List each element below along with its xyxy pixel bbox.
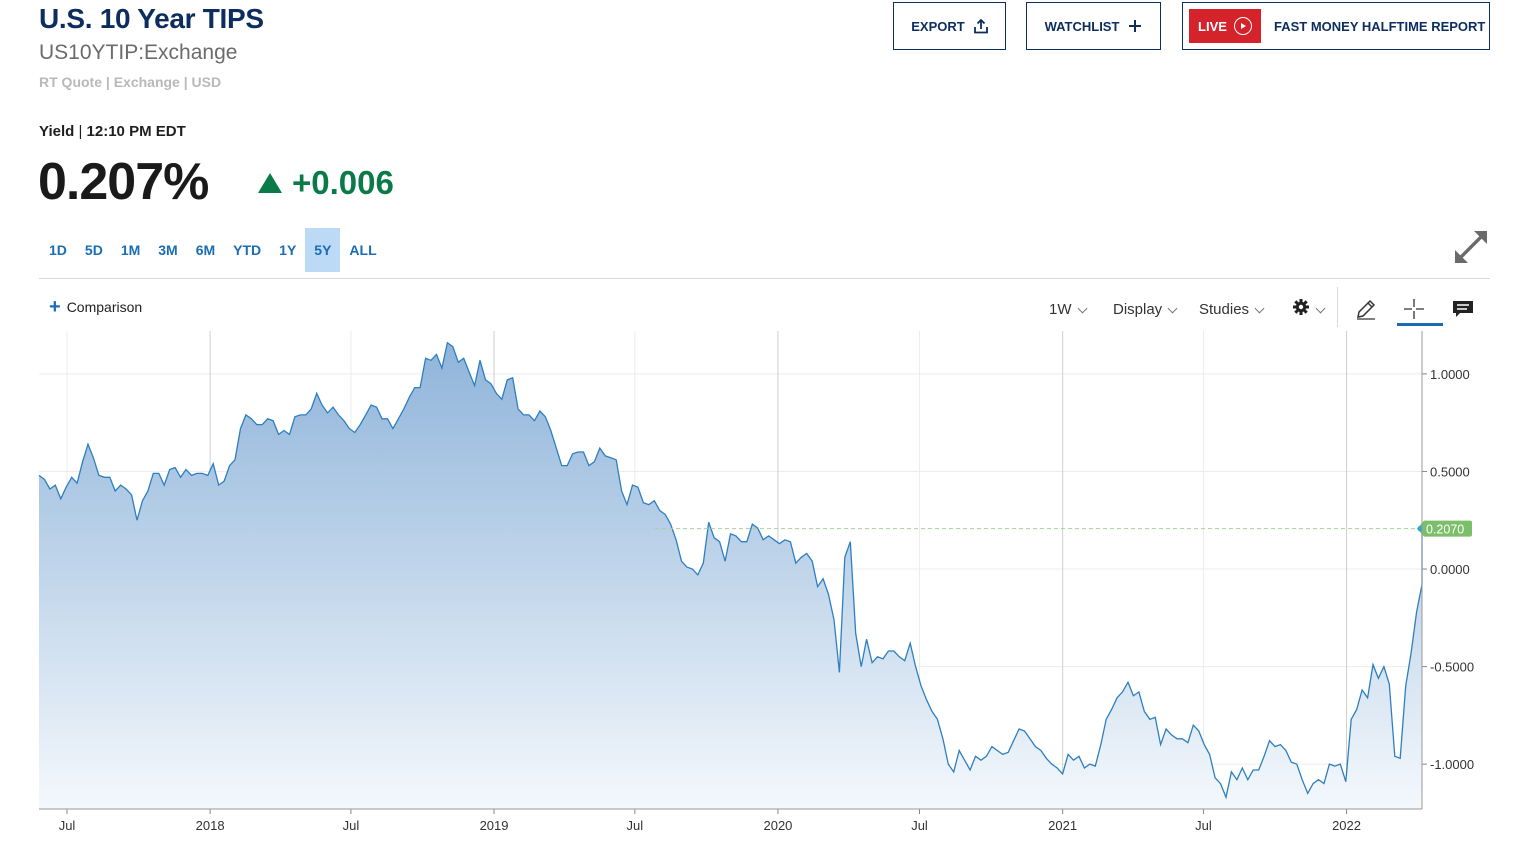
export-button[interactable]: EXPORT	[893, 2, 1006, 50]
up-triangle-icon	[258, 173, 282, 193]
display-menu[interactable]: Display	[1113, 292, 1178, 326]
share-icon	[973, 18, 988, 34]
yield-label: Yield	[39, 123, 75, 140]
x-tick-label: 2021	[1048, 818, 1077, 833]
quote-label: Yield | 12:10 PM EDT	[39, 123, 186, 140]
x-tick-label: 2020	[763, 818, 792, 833]
y-tick-label: 0.5000	[1430, 464, 1470, 479]
x-tick-label: Jul	[1195, 818, 1212, 833]
symbol-label: US10YTIP:Exchange	[39, 41, 238, 64]
range-tab-5d[interactable]: 5D	[84, 242, 103, 258]
comparison-button[interactable]: + Comparison	[49, 296, 143, 318]
interval-select[interactable]: 1W	[1049, 292, 1087, 326]
settings-menu[interactable]	[1292, 292, 1326, 326]
range-tab-all[interactable]: ALL	[349, 242, 377, 258]
crosshair-icon[interactable]	[1403, 292, 1425, 326]
range-tab-3m[interactable]: 3M	[158, 242, 178, 258]
studies-label: Studies	[1199, 300, 1250, 318]
comment-icon[interactable]	[1452, 292, 1474, 326]
header-divider	[39, 278, 1490, 279]
expand-icon[interactable]	[1452, 228, 1490, 266]
y-tick-label: 0.0000	[1430, 562, 1470, 577]
price-change: +0.006	[258, 164, 394, 202]
range-tab-5y[interactable]: 5Y	[305, 228, 341, 272]
change-value: +0.006	[292, 164, 394, 201]
crosshair-active-indicator	[1397, 323, 1443, 326]
quote-meta: RT Quote | Exchange | USD	[39, 74, 222, 90]
range-tab-ytd[interactable]: YTD	[233, 242, 262, 258]
plus-icon: +	[49, 296, 61, 318]
range-tab-1y[interactable]: 1Y	[279, 242, 297, 258]
x-tick-label: 2018	[196, 818, 225, 833]
live-show-title: FAST MONEY HALFTIME REPORT	[1274, 18, 1486, 34]
comparison-label: Comparison	[66, 299, 143, 315]
range-tab-6m[interactable]: 6M	[195, 242, 216, 258]
studies-menu[interactable]: Studies	[1199, 292, 1265, 326]
live-label: LIVE	[1198, 18, 1227, 34]
live-badge: LIVE	[1189, 9, 1261, 43]
range-tabs: 1D 5D 1M 3M 6M YTD 1Y 5Y ALL	[40, 228, 386, 272]
page-title: U.S. 10 Year TIPS	[39, 3, 264, 34]
watchlist-label: WATCHLIST	[1044, 18, 1120, 34]
x-tick-label: 2022	[1332, 818, 1361, 833]
interval-label: 1W	[1049, 300, 1072, 318]
export-label: EXPORT	[911, 18, 965, 34]
plus-icon	[1128, 19, 1142, 33]
x-tick-label: Jul	[627, 818, 644, 833]
y-tick-label: 1.0000	[1430, 367, 1470, 382]
y-tick-label: -0.5000	[1430, 660, 1474, 675]
last-value-tag	[1417, 520, 1472, 537]
x-tick-label: Jul	[343, 818, 360, 833]
last-price: 0.207%	[38, 153, 209, 211]
play-icon	[1233, 17, 1252, 35]
last-value-label: 0.2070	[1426, 523, 1464, 537]
pencil-icon[interactable]	[1355, 292, 1377, 326]
x-tick-label: 2019	[480, 818, 509, 833]
last-value-dot	[1417, 526, 1423, 532]
display-label: Display	[1113, 300, 1163, 318]
gear-icon	[1292, 298, 1310, 320]
live-show-button[interactable]: LIVE FAST MONEY HALFTIME REPORT	[1182, 2, 1490, 50]
watchlist-button[interactable]: WATCHLIST	[1026, 2, 1161, 50]
toolbar-separator	[1337, 287, 1338, 327]
x-tick-label: Jul	[911, 818, 928, 833]
range-tab-1d[interactable]: 1D	[49, 242, 67, 258]
y-tick-label: -1.0000	[1430, 757, 1474, 772]
x-tick-label: Jul	[59, 818, 76, 833]
price-area	[39, 342, 1422, 809]
quote-time: 12:10 PM EDT	[86, 123, 186, 140]
range-tab-1m[interactable]: 1M	[120, 242, 141, 258]
price-line	[38, 341, 1423, 800]
